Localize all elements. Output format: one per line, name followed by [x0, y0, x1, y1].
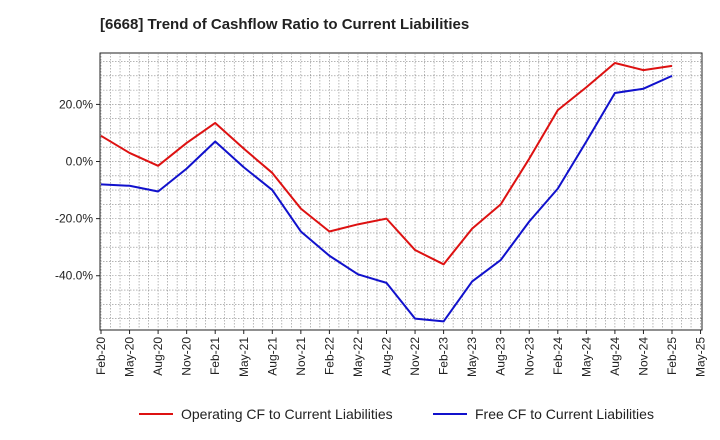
- legend: Operating CF to Current Liabilities Free…: [139, 406, 654, 422]
- y-tick-label: -20.0%: [55, 212, 93, 226]
- x-tick-label: Aug-24: [608, 337, 622, 376]
- x-tick-label: Feb-25: [665, 337, 679, 375]
- x-tick-label: Aug-22: [380, 337, 394, 376]
- x-tick-label: May-23: [465, 337, 479, 377]
- x-tick-label: Feb-22: [322, 337, 336, 375]
- legend-label-free-cf: Free CF to Current Liabilities: [475, 406, 654, 422]
- series-line-operating-cf: [100, 61, 673, 266]
- chart-title: [6668] Trend of Cashflow Ratio to Curren…: [100, 16, 469, 33]
- y-tick-label: 20.0%: [59, 97, 93, 111]
- y-axis-ticks: 20.0% 0.0% -20.0% -40.0%: [55, 97, 100, 283]
- x-tick-label: May-21: [237, 337, 251, 377]
- y-tick-label: -40.0%: [55, 269, 93, 283]
- x-tick-label: May-24: [579, 337, 593, 377]
- x-tick-label: Feb-24: [551, 337, 565, 375]
- y-tick-label: 0.0%: [66, 155, 94, 169]
- x-tick-label: Aug-20: [151, 337, 165, 376]
- series-line-free-cf: [100, 74, 673, 323]
- x-tick-label: May-25: [694, 337, 708, 377]
- x-tick-label: May-20: [123, 337, 137, 377]
- plot-area: [99, 52, 703, 331]
- x-tick-label: Nov-21: [294, 337, 308, 376]
- legend-label-operating-cf: Operating CF to Current Liabilities: [181, 406, 393, 422]
- x-tick-label: Feb-21: [208, 337, 222, 375]
- x-tick-label: Aug-21: [265, 337, 279, 376]
- x-tick-label: Feb-23: [437, 337, 451, 375]
- x-tick-label: Aug-23: [494, 337, 508, 376]
- x-axis-ticks: Feb-20 May-20 Aug-20 Nov-20 Feb-21 May-21 Aug-…: [94, 330, 708, 377]
- x-tick-label: Feb-20: [94, 337, 108, 375]
- series-lines: [100, 61, 673, 323]
- x-tick-label: Nov-23: [522, 337, 536, 376]
- x-tick-label: Nov-20: [180, 337, 194, 376]
- x-tick-label: Nov-22: [408, 337, 422, 376]
- x-tick-label: May-22: [351, 337, 365, 377]
- x-tick-label: Nov-24: [636, 337, 650, 376]
